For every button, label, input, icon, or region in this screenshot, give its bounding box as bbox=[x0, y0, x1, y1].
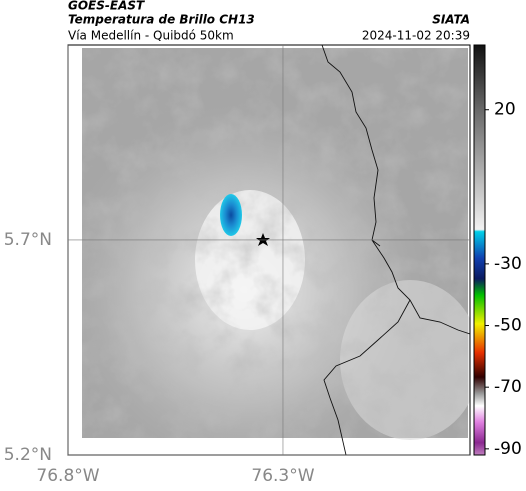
source: SIATA bbox=[432, 13, 470, 27]
x-tick-label: 76.3°W bbox=[251, 466, 314, 486]
subtitle: Temperatura de Brillo CH13 bbox=[68, 13, 255, 27]
colorbar-tick-label: -70 bbox=[494, 377, 522, 397]
title: GOES-EAST bbox=[68, 0, 145, 13]
colorbar-tick-label: -90 bbox=[494, 439, 522, 459]
location-star bbox=[256, 233, 270, 246]
x-tick-label: 76.8°W bbox=[36, 466, 99, 486]
route: Vía Medellín - Quibdó 50km bbox=[68, 29, 234, 43]
timestamp: 2024-11-02 20:39 bbox=[362, 29, 470, 43]
colorbar bbox=[473, 44, 486, 456]
colorbar-tick-label: -50 bbox=[494, 316, 522, 336]
colorbar-tick-label: 20 bbox=[494, 100, 516, 120]
cold-cloud bbox=[220, 194, 242, 236]
border-line bbox=[321, 45, 470, 455]
y-tick-label: 5.2°N bbox=[4, 445, 52, 465]
y-tick-label: 5.7°N bbox=[4, 230, 52, 250]
colorbar-tick-label: -30 bbox=[494, 254, 522, 274]
satellite-image bbox=[82, 45, 470, 455]
